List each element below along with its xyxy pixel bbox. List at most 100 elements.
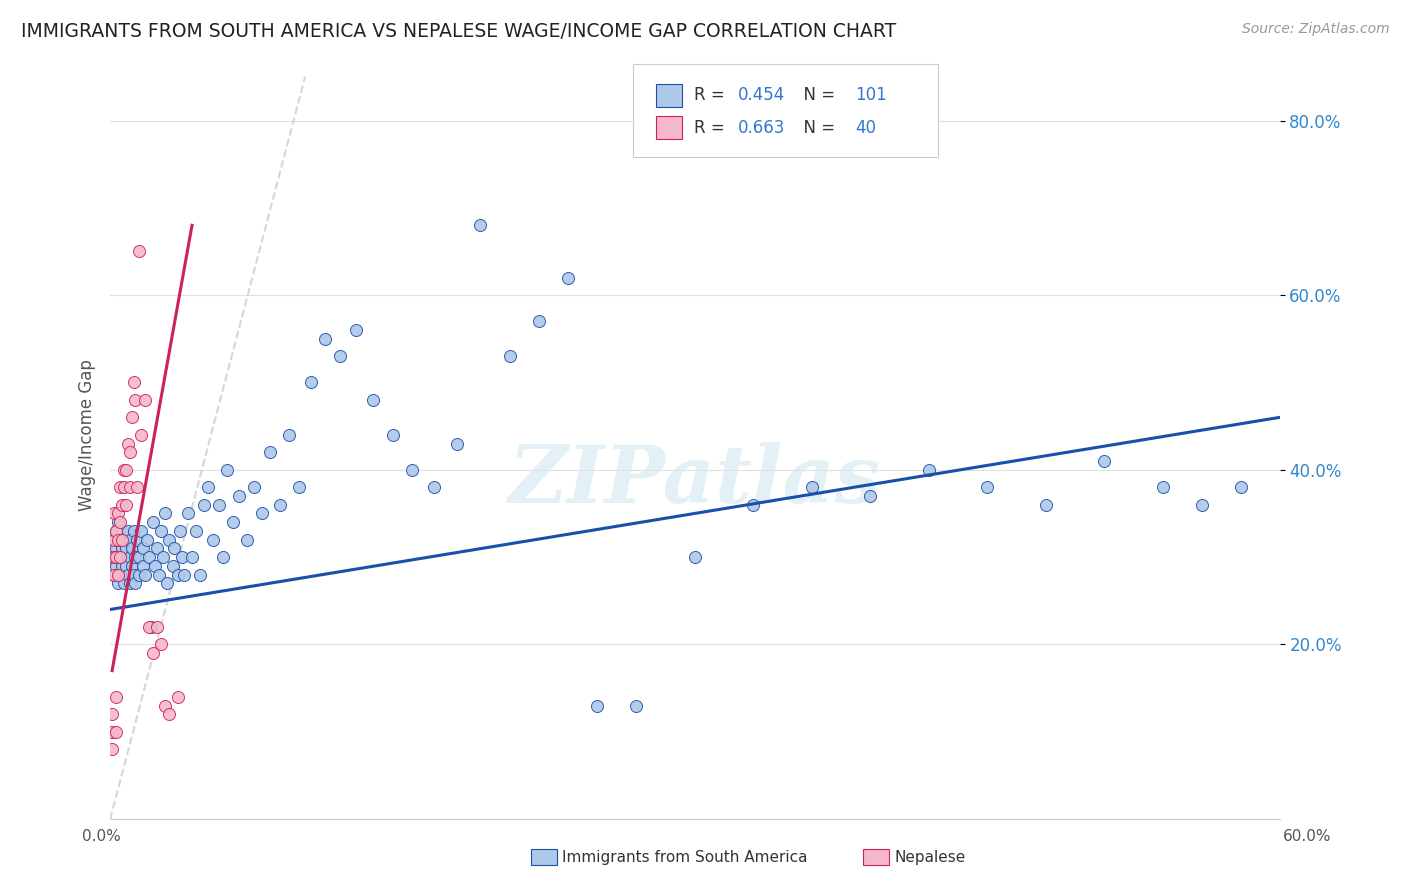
Point xyxy=(222,515,245,529)
Point xyxy=(108,480,131,494)
Point xyxy=(527,314,550,328)
Point xyxy=(259,445,281,459)
Text: 101: 101 xyxy=(855,87,887,104)
Point xyxy=(1035,498,1057,512)
Point xyxy=(112,480,135,494)
Point xyxy=(111,558,134,573)
Point xyxy=(250,507,273,521)
Point xyxy=(142,646,165,660)
Point xyxy=(1152,480,1174,494)
Point xyxy=(124,550,146,565)
Point xyxy=(269,498,291,512)
Point xyxy=(742,498,765,512)
Point xyxy=(138,620,160,634)
Point xyxy=(121,541,143,556)
Point xyxy=(683,550,706,565)
Point xyxy=(859,489,882,503)
Point xyxy=(202,533,225,547)
Point xyxy=(107,507,129,521)
Point xyxy=(1191,498,1213,512)
Point xyxy=(278,427,301,442)
Point xyxy=(146,541,169,556)
Point xyxy=(105,524,128,538)
Point xyxy=(422,480,444,494)
Point xyxy=(139,620,162,634)
Point xyxy=(217,463,239,477)
Point xyxy=(128,567,150,582)
Point xyxy=(143,558,166,573)
Point xyxy=(114,498,136,512)
Point xyxy=(101,742,124,756)
Point xyxy=(124,392,146,407)
Point xyxy=(152,550,174,565)
Point xyxy=(118,533,141,547)
Point xyxy=(111,498,134,512)
Text: 0.663: 0.663 xyxy=(738,119,786,136)
Point xyxy=(148,567,170,582)
Point xyxy=(132,558,155,573)
Point xyxy=(107,515,129,529)
Point xyxy=(918,463,941,477)
Point xyxy=(103,550,125,565)
Point xyxy=(557,270,579,285)
Point xyxy=(111,533,134,547)
FancyBboxPatch shape xyxy=(657,84,682,107)
Point xyxy=(169,524,191,538)
Point xyxy=(103,533,125,547)
Point xyxy=(208,498,231,512)
Point xyxy=(228,489,250,503)
Point xyxy=(107,576,129,591)
Point xyxy=(235,533,257,547)
Point xyxy=(118,550,141,565)
Point xyxy=(173,567,195,582)
Text: Source: ZipAtlas.com: Source: ZipAtlas.com xyxy=(1241,22,1389,37)
Point xyxy=(111,541,134,556)
Point xyxy=(121,410,143,425)
Point xyxy=(156,576,179,591)
Point xyxy=(142,515,165,529)
Point xyxy=(105,541,128,556)
Point xyxy=(122,376,145,390)
Point xyxy=(157,533,180,547)
Point xyxy=(626,698,648,713)
Point xyxy=(361,392,384,407)
Text: 0.454: 0.454 xyxy=(738,87,786,104)
Point xyxy=(103,567,125,582)
Point xyxy=(118,480,141,494)
Point xyxy=(134,392,156,407)
Point xyxy=(131,524,153,538)
Point xyxy=(134,567,156,582)
Point xyxy=(401,463,423,477)
Point xyxy=(314,332,336,346)
Point xyxy=(105,524,128,538)
Point xyxy=(112,550,135,565)
Point xyxy=(107,533,129,547)
Point xyxy=(153,507,176,521)
Point xyxy=(167,567,190,582)
Point xyxy=(108,567,131,582)
Point xyxy=(117,524,139,538)
Point xyxy=(1092,454,1115,468)
Point xyxy=(111,524,134,538)
Point xyxy=(105,724,128,739)
Point xyxy=(108,550,131,565)
Point xyxy=(162,558,184,573)
Point xyxy=(117,567,139,582)
Point xyxy=(112,533,135,547)
Point xyxy=(117,436,139,450)
Point xyxy=(184,524,207,538)
FancyBboxPatch shape xyxy=(657,116,682,139)
Text: 60.0%: 60.0% xyxy=(1284,830,1331,844)
Point xyxy=(586,698,609,713)
Point xyxy=(288,480,311,494)
Point xyxy=(105,558,128,573)
Point xyxy=(499,349,522,363)
Point xyxy=(103,507,125,521)
Point xyxy=(121,558,143,573)
Point xyxy=(146,620,169,634)
Point xyxy=(329,349,352,363)
Point xyxy=(114,558,136,573)
Point xyxy=(101,724,124,739)
Point xyxy=(101,550,124,565)
Point xyxy=(108,515,131,529)
